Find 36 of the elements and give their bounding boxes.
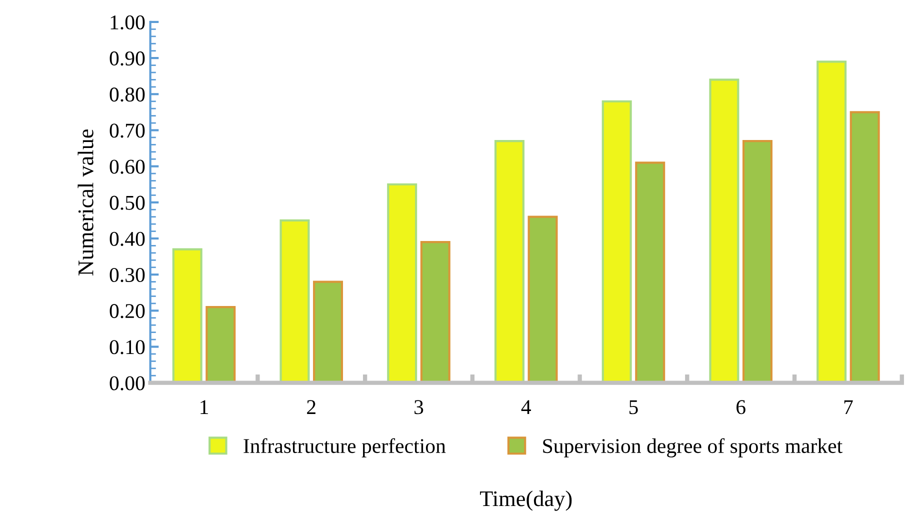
y-tick-label: 0.40 [110, 232, 145, 246]
y-tick-label: 0.20 [110, 304, 145, 318]
y-tick-label: 0.50 [110, 196, 145, 210]
y-tick-label: 0.80 [110, 88, 145, 102]
bar [313, 280, 344, 383]
bar [850, 111, 880, 383]
bar [280, 219, 310, 383]
bar [172, 248, 202, 383]
y-tick-label: 0.90 [110, 51, 145, 66]
bar [742, 140, 772, 383]
y-tick-label: 0.10 [110, 340, 145, 354]
x-tick-label: 6 [736, 400, 746, 414]
x-tick-label: 5 [629, 400, 638, 414]
y-tick-label: 0.30 [110, 268, 145, 282]
y-tick-label: 0.00 [110, 376, 145, 390]
legend-label: Supervision degree of sports market [543, 438, 842, 458]
bar [635, 162, 666, 383]
bar [709, 78, 740, 383]
bar [494, 140, 524, 383]
x-axis-title: Time(day) [480, 490, 572, 511]
bar [602, 100, 632, 383]
x-tick-label: 7 [844, 400, 853, 414]
legend-label: Infrastructure perfection [244, 438, 446, 458]
x-tick-label: 2 [307, 400, 316, 414]
y-tick-label: 0.60 [110, 160, 145, 174]
x-tick-label: 1 [200, 400, 208, 414]
x-tick-label: 3 [414, 400, 424, 414]
bar [387, 183, 418, 383]
y-tick-label: 0.70 [110, 124, 145, 138]
bar [420, 241, 450, 383]
bar [816, 60, 847, 383]
bar [528, 216, 558, 383]
x-tick-label: 4 [521, 400, 531, 414]
bar [206, 306, 236, 383]
y-tick-label: 1.00 [110, 15, 145, 30]
y-axis-title: Numerical value [78, 129, 94, 276]
